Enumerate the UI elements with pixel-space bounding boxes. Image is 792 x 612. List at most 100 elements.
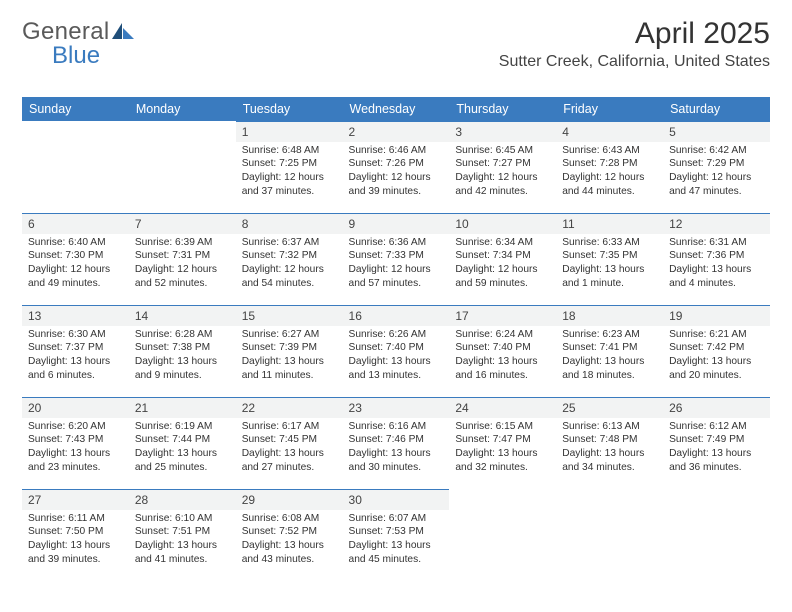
sunset-text: Sunset: 7:42 PM xyxy=(669,341,764,355)
sunrise-text: Sunrise: 6:20 AM xyxy=(28,420,123,434)
weekday-header: Wednesday xyxy=(343,97,450,121)
calendar-cell: 8Sunrise: 6:37 AMSunset: 7:32 PMDaylight… xyxy=(236,213,343,305)
sunrise-text: Sunrise: 6:31 AM xyxy=(669,236,764,250)
calendar-cell: 20Sunrise: 6:20 AMSunset: 7:43 PMDayligh… xyxy=(22,397,129,489)
sunrise-text: Sunrise: 6:10 AM xyxy=(135,512,230,526)
calendar-cell: 9Sunrise: 6:36 AMSunset: 7:33 PMDaylight… xyxy=(343,213,450,305)
calendar-cell: 19Sunrise: 6:21 AMSunset: 7:42 PMDayligh… xyxy=(663,305,770,397)
day-details: Sunrise: 6:27 AMSunset: 7:39 PMDaylight:… xyxy=(236,326,343,397)
day-details: Sunrise: 6:43 AMSunset: 7:28 PMDaylight:… xyxy=(556,142,663,213)
day-number: 29 xyxy=(236,489,343,510)
weekday-header: Sunday xyxy=(22,97,129,121)
daylight-text: Daylight: 13 hours and 41 minutes. xyxy=(135,539,230,566)
calendar-cell: 18Sunrise: 6:23 AMSunset: 7:41 PMDayligh… xyxy=(556,305,663,397)
day-details xyxy=(129,126,236,213)
day-details: Sunrise: 6:31 AMSunset: 7:36 PMDaylight:… xyxy=(663,234,770,305)
calendar-body: 1Sunrise: 6:48 AMSunset: 7:25 PMDaylight… xyxy=(22,121,770,581)
day-number: 7 xyxy=(129,213,236,234)
day-number: 16 xyxy=(343,305,450,326)
calendar-cell: 22Sunrise: 6:17 AMSunset: 7:45 PMDayligh… xyxy=(236,397,343,489)
day-number: 12 xyxy=(663,213,770,234)
sunset-text: Sunset: 7:36 PM xyxy=(669,249,764,263)
daylight-text: Daylight: 12 hours and 39 minutes. xyxy=(349,171,444,198)
calendar-cell: 2Sunrise: 6:46 AMSunset: 7:26 PMDaylight… xyxy=(343,121,450,213)
weekday-header: Saturday xyxy=(663,97,770,121)
day-details xyxy=(663,494,770,581)
day-number: 15 xyxy=(236,305,343,326)
sunrise-text: Sunrise: 6:30 AM xyxy=(28,328,123,342)
sunset-text: Sunset: 7:38 PM xyxy=(135,341,230,355)
day-number: 24 xyxy=(449,397,556,418)
day-details: Sunrise: 6:20 AMSunset: 7:43 PMDaylight:… xyxy=(22,418,129,489)
daylight-text: Daylight: 12 hours and 49 minutes. xyxy=(28,263,123,290)
calendar-cell: 25Sunrise: 6:13 AMSunset: 7:48 PMDayligh… xyxy=(556,397,663,489)
day-number: 26 xyxy=(663,397,770,418)
daylight-text: Daylight: 13 hours and 18 minutes. xyxy=(562,355,657,382)
sunrise-text: Sunrise: 6:23 AM xyxy=(562,328,657,342)
day-number: 3 xyxy=(449,121,556,142)
calendar-cell: 28Sunrise: 6:10 AMSunset: 7:51 PMDayligh… xyxy=(129,489,236,581)
sunset-text: Sunset: 7:40 PM xyxy=(455,341,550,355)
day-details: Sunrise: 6:23 AMSunset: 7:41 PMDaylight:… xyxy=(556,326,663,397)
daylight-text: Daylight: 13 hours and 20 minutes. xyxy=(669,355,764,382)
calendar-cell: 24Sunrise: 6:15 AMSunset: 7:47 PMDayligh… xyxy=(449,397,556,489)
day-number: 21 xyxy=(129,397,236,418)
day-details: Sunrise: 6:33 AMSunset: 7:35 PMDaylight:… xyxy=(556,234,663,305)
day-number: 27 xyxy=(22,489,129,510)
day-number: 2 xyxy=(343,121,450,142)
calendar-week: 6Sunrise: 6:40 AMSunset: 7:30 PMDaylight… xyxy=(22,213,770,305)
sunset-text: Sunset: 7:31 PM xyxy=(135,249,230,263)
calendar-week: 20Sunrise: 6:20 AMSunset: 7:43 PMDayligh… xyxy=(22,397,770,489)
day-details: Sunrise: 6:15 AMSunset: 7:47 PMDaylight:… xyxy=(449,418,556,489)
day-details: Sunrise: 6:17 AMSunset: 7:45 PMDaylight:… xyxy=(236,418,343,489)
calendar-cell: 27Sunrise: 6:11 AMSunset: 7:50 PMDayligh… xyxy=(22,489,129,581)
calendar-cell: 14Sunrise: 6:28 AMSunset: 7:38 PMDayligh… xyxy=(129,305,236,397)
sunrise-text: Sunrise: 6:37 AM xyxy=(242,236,337,250)
sunset-text: Sunset: 7:49 PM xyxy=(669,433,764,447)
sunset-text: Sunset: 7:30 PM xyxy=(28,249,123,263)
sunrise-text: Sunrise: 6:26 AM xyxy=(349,328,444,342)
day-details: Sunrise: 6:24 AMSunset: 7:40 PMDaylight:… xyxy=(449,326,556,397)
calendar-cell: 21Sunrise: 6:19 AMSunset: 7:44 PMDayligh… xyxy=(129,397,236,489)
day-details: Sunrise: 6:37 AMSunset: 7:32 PMDaylight:… xyxy=(236,234,343,305)
calendar-cell xyxy=(556,489,663,581)
sunset-text: Sunset: 7:45 PM xyxy=(242,433,337,447)
day-number: 13 xyxy=(22,305,129,326)
day-number: 30 xyxy=(343,489,450,510)
sunset-text: Sunset: 7:50 PM xyxy=(28,525,123,539)
daylight-text: Daylight: 13 hours and 39 minutes. xyxy=(28,539,123,566)
sunrise-text: Sunrise: 6:28 AM xyxy=(135,328,230,342)
sunrise-text: Sunrise: 6:36 AM xyxy=(349,236,444,250)
calendar-cell xyxy=(449,489,556,581)
calendar-cell: 12Sunrise: 6:31 AMSunset: 7:36 PMDayligh… xyxy=(663,213,770,305)
day-number: 10 xyxy=(449,213,556,234)
sunset-text: Sunset: 7:25 PM xyxy=(242,157,337,171)
sunrise-text: Sunrise: 6:42 AM xyxy=(669,144,764,158)
calendar-cell: 30Sunrise: 6:07 AMSunset: 7:53 PMDayligh… xyxy=(343,489,450,581)
calendar-cell: 11Sunrise: 6:33 AMSunset: 7:35 PMDayligh… xyxy=(556,213,663,305)
day-details: Sunrise: 6:07 AMSunset: 7:53 PMDaylight:… xyxy=(343,510,450,581)
day-details: Sunrise: 6:30 AMSunset: 7:37 PMDaylight:… xyxy=(22,326,129,397)
sunrise-text: Sunrise: 6:15 AM xyxy=(455,420,550,434)
sunrise-text: Sunrise: 6:19 AM xyxy=(135,420,230,434)
daylight-text: Daylight: 13 hours and 32 minutes. xyxy=(455,447,550,474)
sunrise-text: Sunrise: 6:39 AM xyxy=(135,236,230,250)
sunset-text: Sunset: 7:41 PM xyxy=(562,341,657,355)
day-details: Sunrise: 6:36 AMSunset: 7:33 PMDaylight:… xyxy=(343,234,450,305)
day-details: Sunrise: 6:28 AMSunset: 7:38 PMDaylight:… xyxy=(129,326,236,397)
day-details: Sunrise: 6:10 AMSunset: 7:51 PMDaylight:… xyxy=(129,510,236,581)
day-details: Sunrise: 6:40 AMSunset: 7:30 PMDaylight:… xyxy=(22,234,129,305)
sunrise-text: Sunrise: 6:12 AM xyxy=(669,420,764,434)
sunset-text: Sunset: 7:44 PM xyxy=(135,433,230,447)
day-details xyxy=(449,494,556,581)
day-details: Sunrise: 6:11 AMSunset: 7:50 PMDaylight:… xyxy=(22,510,129,581)
sunrise-text: Sunrise: 6:07 AM xyxy=(349,512,444,526)
day-details: Sunrise: 6:42 AMSunset: 7:29 PMDaylight:… xyxy=(663,142,770,213)
calendar-head: SundayMondayTuesdayWednesdayThursdayFrid… xyxy=(22,97,770,121)
daylight-text: Daylight: 13 hours and 11 minutes. xyxy=(242,355,337,382)
day-number: 11 xyxy=(556,213,663,234)
sunset-text: Sunset: 7:43 PM xyxy=(28,433,123,447)
day-number: 1 xyxy=(236,121,343,142)
day-number: 18 xyxy=(556,305,663,326)
calendar-cell: 23Sunrise: 6:16 AMSunset: 7:46 PMDayligh… xyxy=(343,397,450,489)
